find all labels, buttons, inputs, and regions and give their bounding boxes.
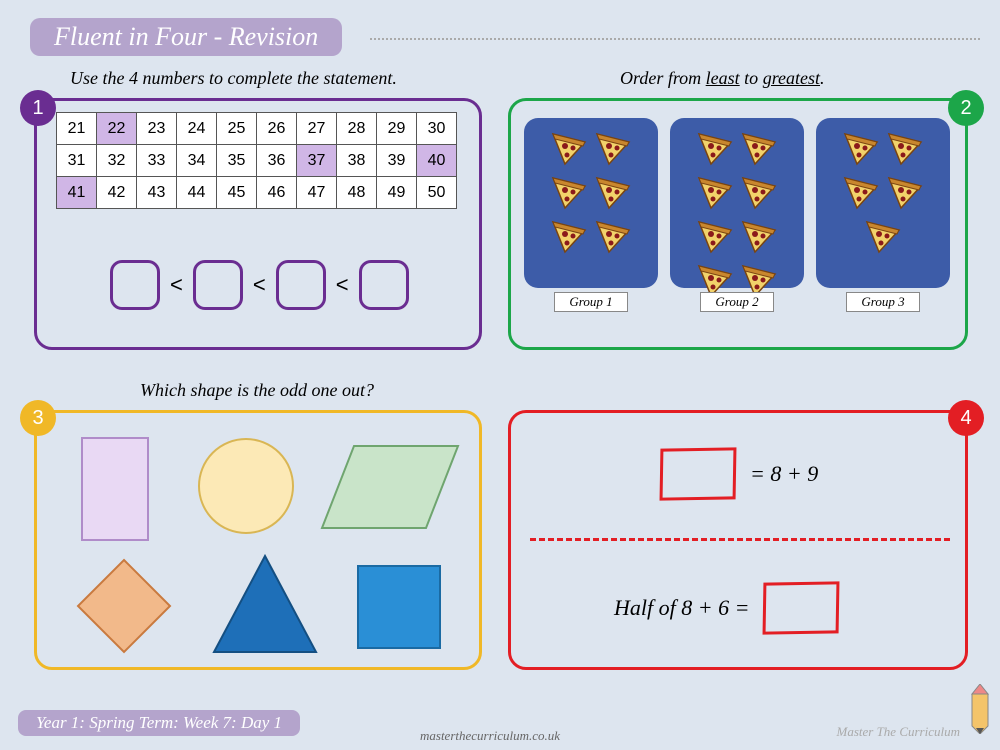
q2-text: Order from least to greatest. bbox=[620, 68, 825, 89]
less-than: < bbox=[336, 272, 349, 298]
answer-boxes: < < < bbox=[110, 260, 409, 310]
shape-triangle bbox=[210, 552, 320, 656]
number-grid: 2122232425262728293031323334353637383940… bbox=[56, 112, 457, 209]
shapes-area bbox=[60, 430, 460, 660]
footer-brand: Master The Curriculum bbox=[837, 724, 961, 740]
q1-text: Use the 4 numbers to complete the statem… bbox=[70, 68, 397, 89]
shape-diamond bbox=[74, 556, 174, 656]
shape-circle bbox=[196, 436, 296, 536]
page-title: Fluent in Four - Revision bbox=[30, 18, 342, 56]
answer-box[interactable] bbox=[660, 447, 737, 500]
badge-1: 1 bbox=[20, 90, 56, 126]
badge-4: 4 bbox=[948, 400, 984, 436]
badge-3: 3 bbox=[20, 400, 56, 436]
equation-1: = 8 + 9 bbox=[660, 448, 818, 500]
answer-box[interactable] bbox=[193, 260, 243, 310]
answer-box[interactable] bbox=[763, 581, 840, 634]
q3-text: Which shape is the odd one out? bbox=[140, 380, 374, 401]
equation-2: Half of 8 + 6 = bbox=[614, 582, 839, 634]
pizza-groups: Group 1 bbox=[524, 118, 950, 312]
pencil-icon bbox=[968, 684, 992, 734]
shape-rect bbox=[80, 436, 150, 542]
less-than: < bbox=[170, 272, 183, 298]
badge-2: 2 bbox=[948, 90, 984, 126]
less-than: < bbox=[253, 272, 266, 298]
divider-dash bbox=[530, 538, 950, 541]
shape-square bbox=[356, 564, 442, 650]
shape-parallelogram bbox=[320, 444, 460, 530]
footer-url: masterthecurriculum.co.uk bbox=[420, 728, 560, 744]
answer-box[interactable] bbox=[110, 260, 160, 310]
answer-box[interactable] bbox=[276, 260, 326, 310]
footer-label: Year 1: Spring Term: Week 7: Day 1 bbox=[18, 710, 300, 736]
header-divider bbox=[370, 38, 980, 40]
answer-box[interactable] bbox=[359, 260, 409, 310]
